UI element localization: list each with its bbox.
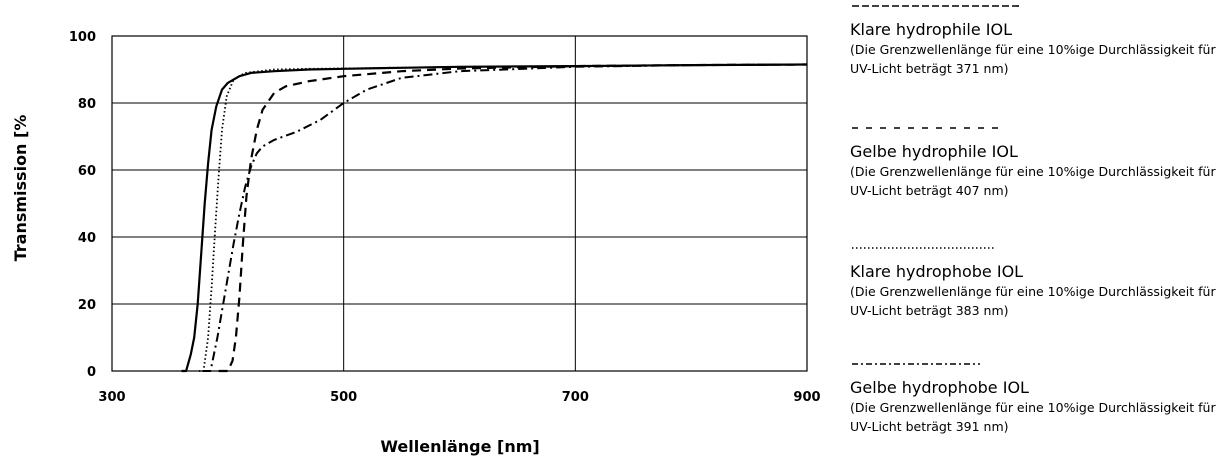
y-tick-label: 100 (69, 30, 96, 45)
legend-entry-clear-hydrophobic: Klare hydrophobe IOL (Die Grenzwellenlän… (850, 242, 1222, 320)
grid-lines (112, 36, 807, 371)
legend-label: Klare hydrophile IOL (850, 20, 1013, 39)
x-tick-label: 900 (793, 390, 820, 405)
legend-label: Gelbe hydrophobe IOL (850, 378, 1029, 397)
y-tick-label: 0 (87, 365, 96, 380)
legend-swatch-dash-dot (852, 363, 980, 365)
legend-label: Gelbe hydrophile IOL (850, 142, 1018, 161)
x-tick-label: 500 (330, 390, 357, 405)
y-tick-label: 20 (78, 298, 96, 313)
legend-entry-yellow-hydrophilic: Gelbe hydrophile IOL (Die Grenzwellenlän… (850, 122, 1222, 200)
legend-entry-clear-hydrophilic: Klare hydrophile IOL (Die Grenzwellenlän… (850, 0, 1222, 78)
legend-note: (Die Grenzwellenlänge für eine 10%ige Du… (850, 284, 1216, 318)
legend-entry-yellow-hydrophobic: Gelbe hydrophobe IOL (Die Grenzwellenlän… (850, 358, 1222, 436)
x-tick-label: 700 (562, 390, 589, 405)
y-axis-title: Transmission [% (11, 115, 30, 262)
legend-swatch-dashed (852, 127, 1000, 129)
legend-swatch-solid (852, 5, 1020, 7)
tick-labels: 0 20 40 60 80 100 300 500 700 900 (69, 30, 821, 405)
legend-note: (Die Grenzwellenlänge für eine 10%ige Du… (850, 42, 1216, 76)
series-line-dotted (198, 63, 808, 372)
series-line-dash-dot (202, 63, 808, 372)
legend-note: (Die Grenzwellenlänge für eine 10%ige Du… (850, 164, 1216, 198)
x-tick-label: 300 (98, 390, 125, 405)
y-tick-label: 80 (78, 97, 96, 112)
series-line-dashed (218, 63, 808, 373)
y-tick-label: 60 (78, 164, 96, 179)
x-axis-title: Wellenlänge [nm] (380, 437, 539, 456)
legend-note: (Die Grenzwellenlänge für eine 10%ige Du… (850, 400, 1216, 434)
legend-swatch-dotted (852, 247, 994, 249)
series-lines (181, 63, 808, 373)
y-tick-label: 40 (78, 231, 96, 246)
legend-label: Klare hydrophobe IOL (850, 262, 1024, 281)
